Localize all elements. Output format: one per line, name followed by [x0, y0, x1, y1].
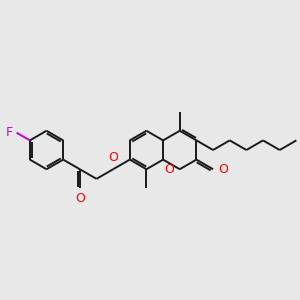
Text: O: O: [218, 163, 228, 176]
Text: O: O: [108, 151, 118, 164]
Text: F: F: [6, 126, 13, 139]
Text: O: O: [75, 192, 85, 205]
Text: O: O: [165, 163, 175, 176]
